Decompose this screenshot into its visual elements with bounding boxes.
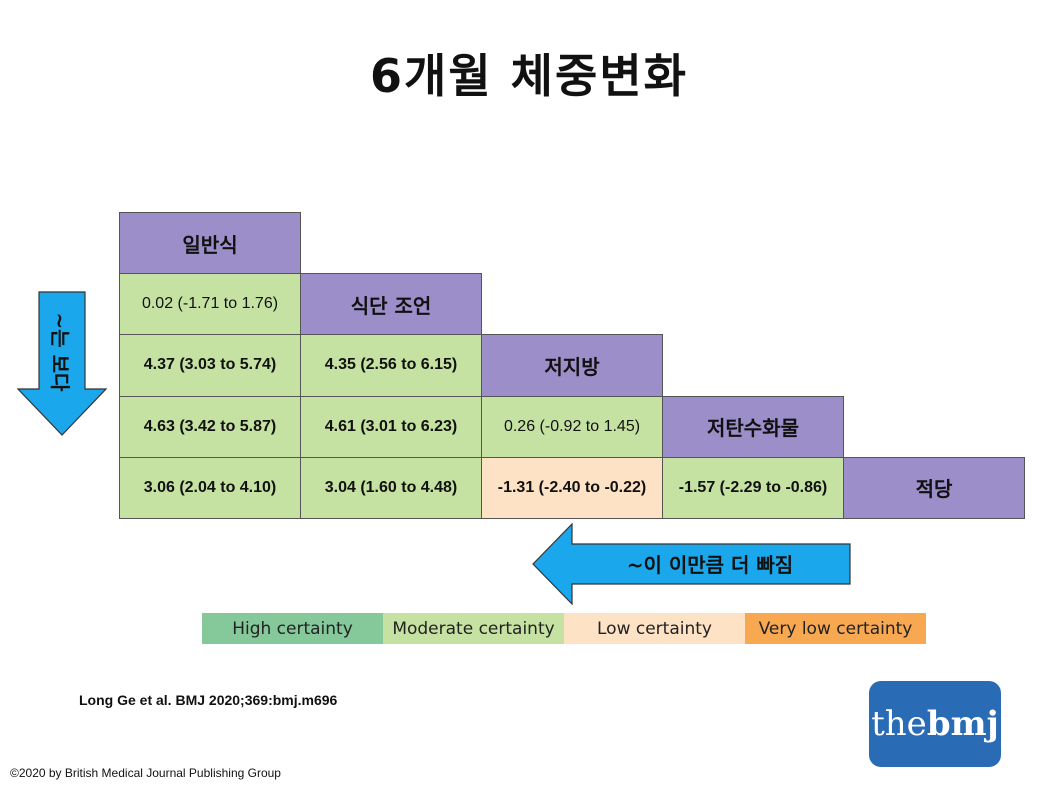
legend-item: Moderate certainty bbox=[383, 613, 564, 644]
left-arrow-label: ~이 이만큼 더 빠짐 bbox=[626, 553, 794, 577]
down-arrow-label: ~는 보다 bbox=[48, 312, 72, 392]
comparison-cell: 4.61 (3.01 to 6.23) bbox=[300, 395, 482, 458]
diet-header: 저지방 bbox=[481, 334, 663, 397]
comparison-cell: 0.02 (-1.71 to 1.76) bbox=[119, 273, 301, 336]
logo-prefix: the bbox=[871, 704, 927, 744]
copyright: ©2020 by British Medical Journal Publish… bbox=[10, 766, 281, 780]
diet-header: 식단 조언 bbox=[300, 273, 482, 336]
comparison-cell: 4.35 (2.56 to 6.15) bbox=[300, 334, 482, 397]
page-title: 6개월 체중변화 bbox=[370, 49, 688, 103]
legend-item: Low certainty bbox=[564, 613, 745, 644]
citation: Long Ge et al. BMJ 2020;369:bmj.m696 bbox=[79, 692, 338, 708]
comparison-cell: 3.04 (1.60 to 4.48) bbox=[300, 456, 482, 519]
logo-suffix: bmj bbox=[926, 704, 999, 744]
comparison-cell: -1.57 (-2.29 to -0.86) bbox=[662, 456, 844, 519]
diet-header: 일반식 bbox=[119, 212, 301, 275]
left-arrow-icon bbox=[532, 522, 852, 606]
diet-header: 저탄수화물 bbox=[662, 395, 844, 458]
comparison-cell: 3.06 (2.04 to 4.10) bbox=[119, 456, 301, 519]
diet-header: 적당 bbox=[843, 456, 1025, 519]
bmj-logo: the bmj bbox=[869, 681, 1001, 767]
comparison-cell: 0.26 (-0.92 to 1.45) bbox=[481, 395, 663, 458]
comparison-cell: 4.37 (3.03 to 5.74) bbox=[119, 334, 301, 397]
down-arrow-icon bbox=[16, 291, 108, 436]
legend-item: Very low certainty bbox=[745, 613, 926, 644]
comparison-cell: 4.63 (3.42 to 5.87) bbox=[119, 395, 301, 458]
comparison-cell: -1.31 (-2.40 to -0.22) bbox=[481, 456, 663, 519]
legend-item: High certainty bbox=[202, 613, 383, 644]
